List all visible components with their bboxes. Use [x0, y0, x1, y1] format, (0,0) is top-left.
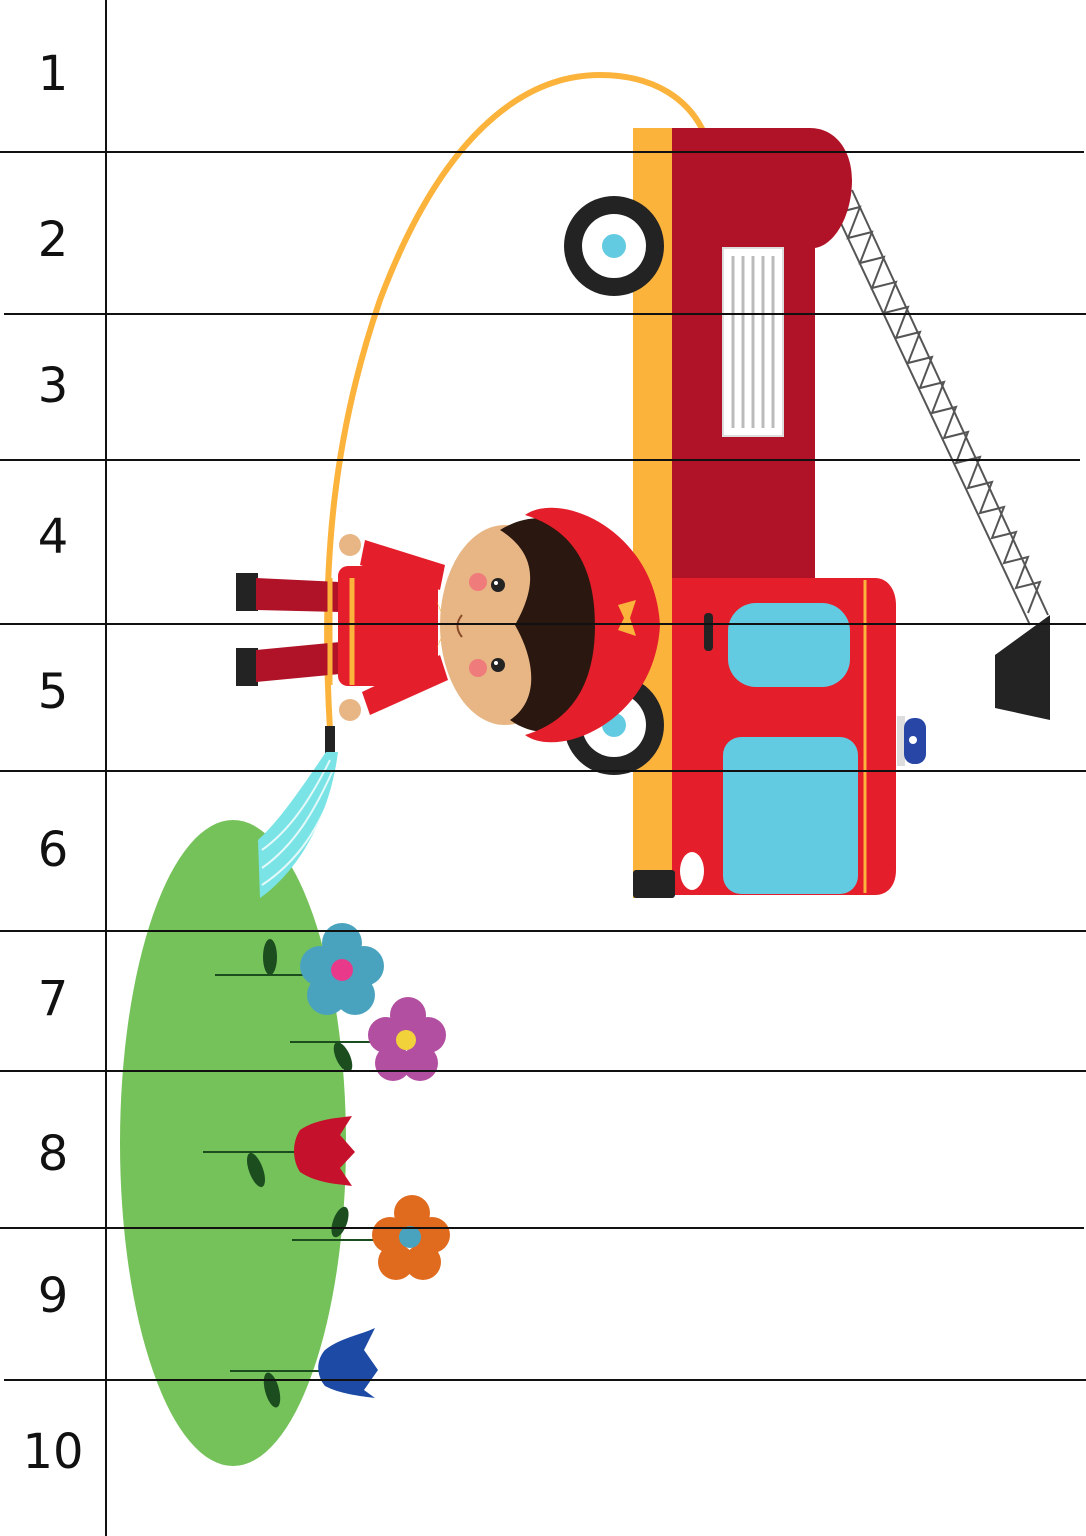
orange-flower-icon [292, 1195, 450, 1280]
cheek-bottom [469, 659, 487, 677]
headlight [680, 852, 704, 890]
water-spray [258, 752, 338, 898]
strip-number-9: 9 [37, 1268, 69, 1324]
red-tulip-icon [203, 1116, 355, 1188]
water-spray-lines [261, 759, 336, 886]
arm-bottom [362, 655, 448, 715]
strip-number-3: 3 [37, 358, 69, 414]
helmet-badge-icon [618, 600, 636, 636]
boot-bottom [236, 648, 258, 686]
siren-light-base [897, 716, 905, 766]
strip-number-5: 5 [37, 664, 69, 720]
strip-number-6: 6 [37, 822, 69, 878]
blue-flower-icon [215, 923, 384, 1015]
cab-window-top [728, 603, 850, 687]
wheel-top-icon [564, 196, 664, 296]
hair [500, 518, 595, 733]
strip-number-7: 7 [37, 971, 69, 1027]
ladder-bucket [995, 615, 1050, 720]
strip-number-1: 1 [37, 46, 69, 102]
truck-ladder [829, 189, 1049, 626]
hand-bottom [339, 699, 361, 721]
siren-light-dot [909, 736, 917, 744]
door-handle [704, 613, 713, 651]
jacket [338, 566, 438, 686]
hand-top [339, 534, 361, 556]
strip-number-4: 4 [37, 509, 69, 565]
helmet [525, 507, 660, 743]
cheek-top [469, 573, 487, 591]
eye-top [491, 578, 505, 592]
arm-top [360, 540, 445, 590]
eye-bottom-shine [494, 661, 498, 665]
strip-number-2: 2 [37, 212, 69, 268]
grass-patch [120, 820, 346, 1466]
truck-grille-bars [731, 256, 775, 428]
leg-top [256, 578, 340, 612]
strip-number-8: 8 [37, 1126, 69, 1182]
eye-top-shine [494, 581, 498, 585]
fire-hose [324, 71, 708, 733]
strip-number-10: 10 [22, 1424, 84, 1480]
leg-bottom [256, 642, 340, 682]
cab-window-bottom [723, 737, 858, 894]
eye-bottom [491, 658, 505, 672]
boot-top [236, 573, 258, 611]
bumper [633, 870, 675, 898]
mouth [456, 614, 463, 638]
hose-nozzle [325, 726, 335, 754]
